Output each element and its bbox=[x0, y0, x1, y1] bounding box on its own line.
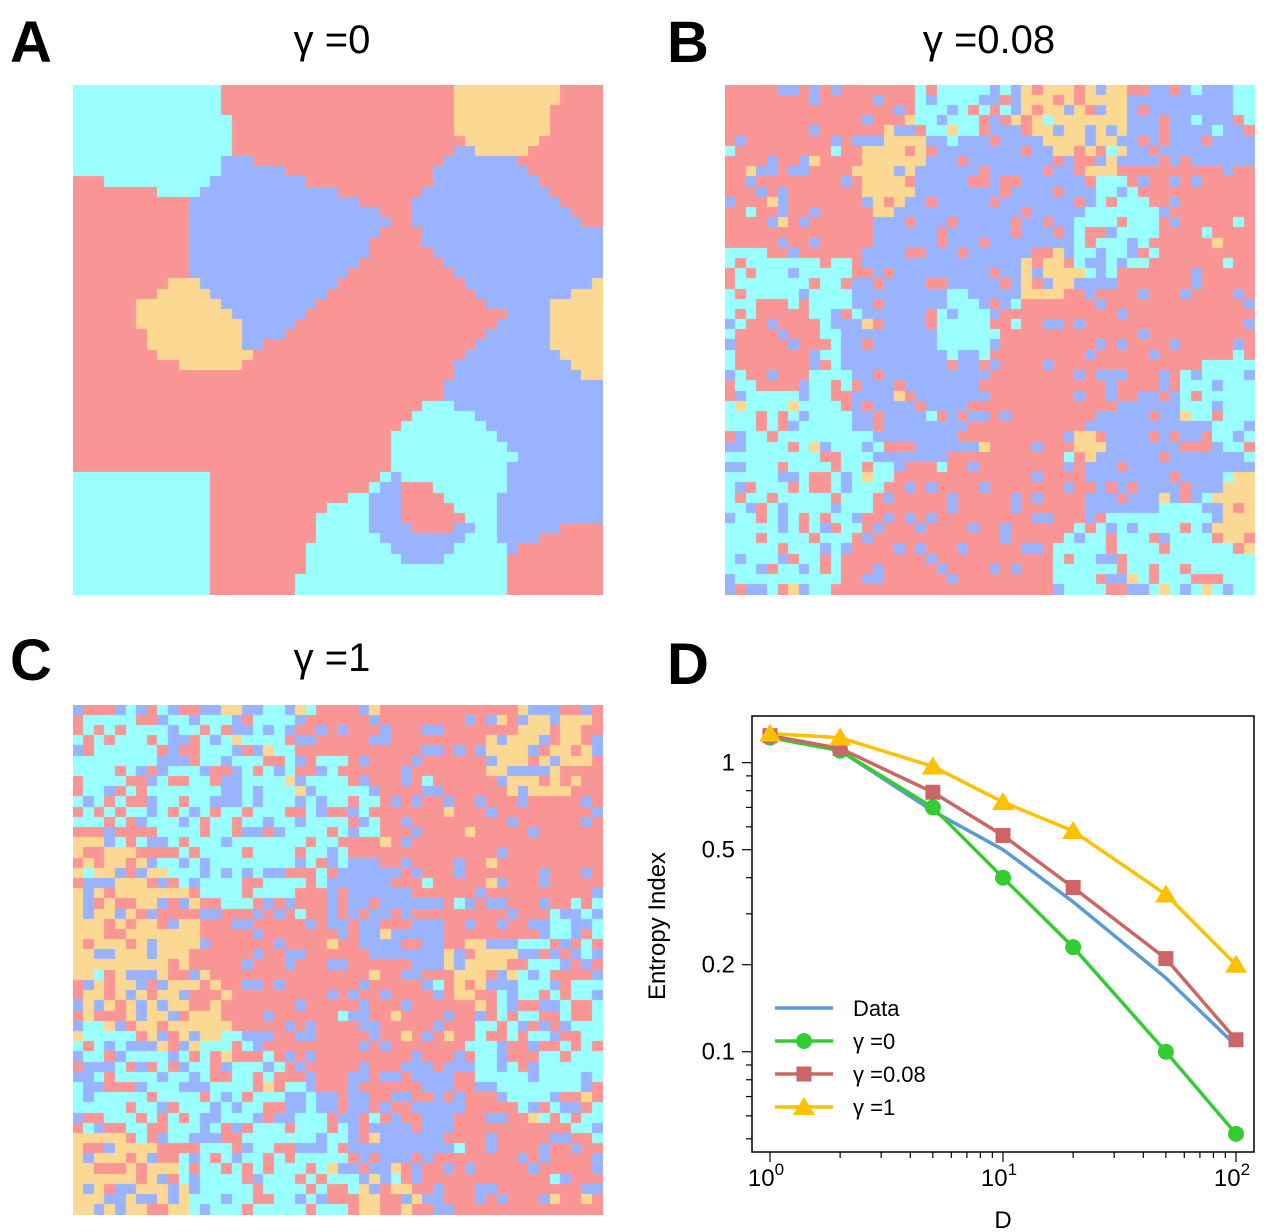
panel-letter-c: C bbox=[10, 628, 52, 693]
legend-label: γ =1 bbox=[853, 1095, 895, 1120]
series-1-point bbox=[995, 869, 1011, 886]
series-2-point bbox=[925, 784, 941, 800]
series-3-point bbox=[1225, 954, 1247, 973]
series-2-point bbox=[1228, 1032, 1244, 1048]
x-axis-ticks: 100 101 102 bbox=[748, 1152, 1250, 1192]
panel-title-c: γ =1 bbox=[293, 636, 371, 680]
chart-legend: Data γ =0 γ =0.08 γ =1 bbox=[775, 996, 926, 1120]
series-1-point bbox=[1065, 939, 1082, 956]
legend-swatch-marker bbox=[796, 1033, 812, 1049]
y-tick-label: 0.1 bbox=[702, 1039, 735, 1066]
chart-frame bbox=[751, 715, 1255, 1153]
x-tick-label: 101 bbox=[981, 1160, 1017, 1192]
legend-swatch-marker bbox=[793, 1097, 815, 1115]
x-axis-label: D bbox=[994, 1207, 1011, 1232]
series-3-point bbox=[1062, 821, 1085, 840]
panel-letter-b: B bbox=[667, 10, 709, 75]
x-tick-label: 102 bbox=[1214, 1160, 1250, 1192]
legend-swatch-marker bbox=[796, 1066, 812, 1082]
y-axis-ticks: 0.1 0.2 0.5 1 bbox=[702, 750, 752, 1140]
series-3-point bbox=[992, 792, 1014, 811]
series-3-point bbox=[829, 727, 852, 746]
lattice-image-gamma-0 bbox=[73, 85, 603, 595]
legend-label: γ =0 bbox=[853, 1029, 895, 1054]
series-1-point bbox=[1228, 1125, 1244, 1142]
series-3-point bbox=[1154, 884, 1177, 903]
legend-label: γ =0.08 bbox=[853, 1062, 926, 1087]
series-3-point bbox=[759, 723, 781, 742]
series-2-point bbox=[1065, 879, 1081, 895]
y-axis-label: Entropy Index bbox=[644, 852, 671, 1000]
legend-label: Data bbox=[853, 996, 900, 1021]
series-1-point bbox=[1157, 1043, 1174, 1060]
series-3-point bbox=[921, 756, 944, 775]
series-markers bbox=[759, 723, 1247, 1142]
series-2-point bbox=[995, 827, 1011, 843]
y-tick-label: 0.5 bbox=[702, 837, 735, 864]
panel-letter-a: A bbox=[10, 10, 52, 75]
lattice-image-gamma-0-08 bbox=[725, 85, 1255, 595]
x-tick-label: 100 bbox=[748, 1160, 784, 1192]
lattice-image-gamma-1 bbox=[73, 705, 603, 1215]
panel-letter-d: D bbox=[667, 632, 709, 697]
panel-title-a: γ =0 bbox=[293, 18, 371, 62]
y-tick-label: 1 bbox=[722, 750, 735, 777]
y-tick-label: 0.2 bbox=[702, 952, 735, 979]
panel-title-b: γ =0.08 bbox=[922, 18, 1056, 62]
series-2-point bbox=[1158, 951, 1174, 967]
series-1-point bbox=[924, 799, 941, 816]
